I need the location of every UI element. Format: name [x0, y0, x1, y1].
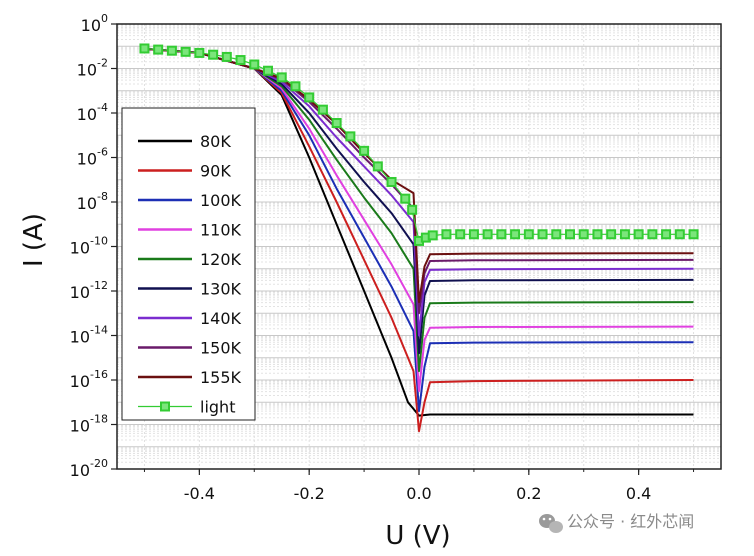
y-tick-label: 10-10 — [70, 235, 108, 258]
y-tick-label: 10-8 — [77, 190, 108, 213]
x-axis-title: U (V) — [385, 521, 450, 551]
data-point — [441, 229, 452, 240]
watermark-text: 公众号 · 红外芯闻 — [567, 512, 694, 531]
data-point — [317, 104, 328, 115]
data-point — [523, 229, 534, 240]
legend-item: 150K — [138, 339, 242, 358]
data-point — [194, 47, 205, 58]
legend-item: 80K — [138, 132, 231, 151]
data-point — [221, 51, 232, 62]
data-point — [372, 161, 383, 172]
x-tick-label: -0.4 — [184, 484, 215, 503]
y-tick-label: 10-12 — [70, 279, 108, 302]
data-point — [139, 43, 150, 54]
legend-item: 140K — [138, 309, 242, 328]
data-point — [263, 65, 273, 76]
y-axis-ticks: 100 10-2 10-4 10-6 10-8 10-10 10-12 10-14 10-16 1… — [70, 12, 117, 480]
legend-box — [121, 107, 256, 421]
legend-items: 80K 90K 100K 110K 120K 130K 140K 150K 155K light — [138, 132, 242, 417]
data-point — [290, 81, 301, 92]
data-point — [674, 229, 685, 240]
data-point — [578, 229, 589, 240]
legend-item: 155K — [138, 368, 242, 387]
data-point — [386, 176, 397, 187]
data-point — [633, 229, 644, 240]
legend-label: 120K — [200, 250, 242, 269]
x-tick-label: 0.2 — [516, 484, 541, 503]
data-point — [304, 92, 315, 103]
y-tick-label: 10-20 — [70, 457, 108, 480]
x-axis-ticks: -0.4 -0.2 0.0 0.2 0.4 — [143, 469, 695, 503]
data-point — [619, 229, 630, 240]
legend-label: 90K — [200, 162, 231, 181]
legend-label: 80K — [200, 132, 231, 151]
x-tick-label: 0.4 — [626, 484, 651, 503]
legend-item: 130K — [138, 280, 242, 299]
data-point — [407, 204, 418, 215]
legend-marker — [160, 401, 170, 412]
data-point — [537, 229, 548, 240]
data-point — [345, 131, 356, 142]
data-point — [551, 229, 562, 240]
y-tick-label: 10-14 — [70, 324, 108, 347]
legend: 80K 90K 100K 110K 120K 130K 140K 150K 155K light — [121, 107, 256, 421]
data-point — [647, 229, 658, 240]
data-point — [235, 55, 246, 66]
data-point — [427, 230, 438, 241]
y-tick-label: 10-4 — [77, 101, 108, 124]
data-point — [455, 229, 466, 240]
legend-item: 100K — [138, 191, 242, 210]
legend-item: 120K — [138, 250, 242, 269]
legend-label: 155K — [200, 368, 242, 387]
data-point — [276, 72, 287, 83]
data-point — [482, 229, 493, 240]
data-point — [166, 45, 177, 56]
data-point — [510, 229, 521, 240]
y-tick-label: 10-2 — [77, 57, 108, 80]
series-light — [139, 43, 699, 246]
legend-label: 150K — [200, 339, 242, 358]
watermark: 公众号 · 红外芯闻 — [539, 512, 694, 533]
data-point — [180, 46, 191, 57]
data-point — [688, 229, 699, 240]
data-point — [153, 44, 164, 55]
legend-item: 90K — [138, 162, 231, 181]
legend-label: 110K — [200, 221, 242, 240]
data-point — [592, 229, 603, 240]
data-point — [661, 229, 672, 240]
legend-label: light — [200, 398, 235, 417]
legend-label: 130K — [200, 280, 242, 299]
wechat-icon — [539, 514, 563, 533]
series-layer — [139, 43, 699, 433]
legend-label: 100K — [200, 191, 242, 210]
legend-item: light — [138, 398, 235, 417]
x-tick-label: -0.2 — [294, 484, 325, 503]
data-point — [400, 193, 411, 204]
data-point — [565, 229, 575, 240]
legend-item: 110K — [138, 221, 242, 240]
y-tick-label: 10-6 — [77, 146, 108, 169]
y-tick-label: 10-16 — [70, 368, 108, 391]
y-tick-label: 10-18 — [70, 413, 108, 436]
y-tick-label: 100 — [81, 12, 108, 35]
legend-label: 140K — [200, 309, 242, 328]
data-point — [331, 118, 342, 129]
data-point — [249, 59, 260, 70]
data-point — [208, 49, 219, 60]
data-point — [606, 229, 617, 240]
x-tick-label: 0.0 — [406, 484, 431, 503]
data-point — [496, 229, 507, 240]
y-axis-title: I (A) — [19, 213, 49, 267]
data-point — [468, 229, 479, 240]
data-point — [359, 145, 370, 156]
